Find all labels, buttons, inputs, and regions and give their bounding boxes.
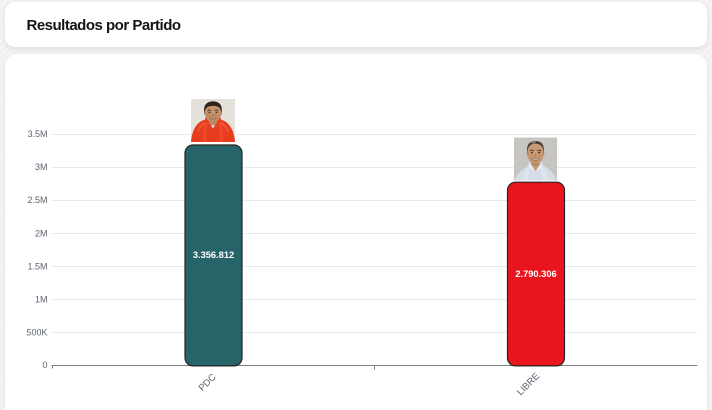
svg-text:2.790.306: 2.790.306 [515,269,556,279]
svg-text:500K: 500K [26,328,47,338]
svg-text:3.356.812: 3.356.812 [193,250,234,260]
svg-text:1M: 1M [35,295,48,305]
svg-text:2.5M: 2.5M [27,195,47,205]
svg-text:3.5M: 3.5M [27,129,47,139]
svg-text:LIBRE: LIBRE [515,371,542,398]
svg-text:0: 0 [42,360,47,370]
svg-text:1.5M: 1.5M [27,261,47,271]
svg-text:PDC: PDC [197,372,219,394]
svg-text:3M: 3M [35,162,48,172]
svg-text:2M: 2M [35,228,48,238]
